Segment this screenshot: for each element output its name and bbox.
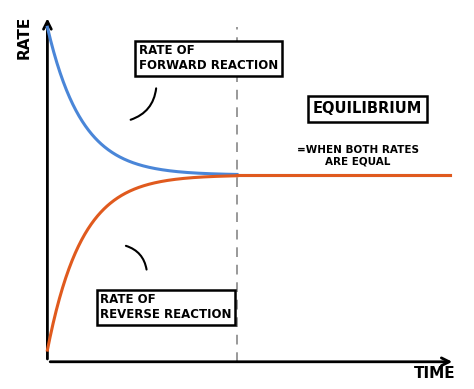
Text: EQUILIBRIUM: EQUILIBRIUM: [313, 102, 422, 116]
Text: RATE: RATE: [16, 16, 31, 59]
Text: RATE OF
FORWARD REACTION: RATE OF FORWARD REACTION: [139, 44, 278, 72]
Text: TIME: TIME: [413, 366, 455, 381]
Text: RATE OF
REVERSE REACTION: RATE OF REVERSE REACTION: [100, 293, 232, 321]
Text: =WHEN BOTH RATES
ARE EQUAL: =WHEN BOTH RATES ARE EQUAL: [297, 145, 419, 166]
